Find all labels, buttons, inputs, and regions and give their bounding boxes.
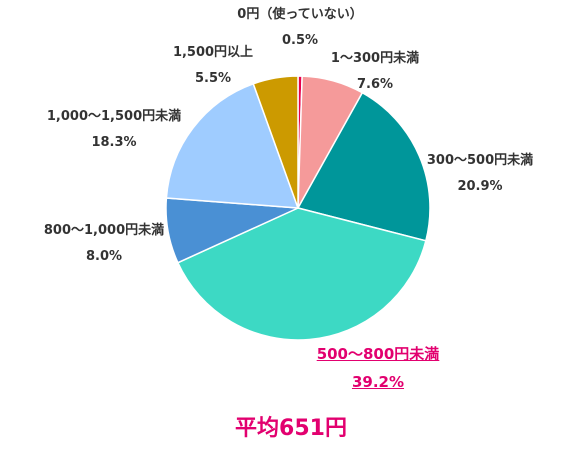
pie-svg xyxy=(165,75,431,341)
label-0yen: 0円（使っていない） 0.5% xyxy=(237,2,362,54)
slice-1000-1500 xyxy=(165,82,300,209)
label-1000-1500-name: 1,000～1,500円未満 xyxy=(46,109,182,124)
label-1-300-name: 1～300円未満 xyxy=(330,51,420,66)
label-300-500-value: 20.9% xyxy=(457,179,503,194)
label-500-800-name: 500～800円未満 xyxy=(316,345,440,363)
label-300-500-name: 300～500円未満 xyxy=(426,153,534,168)
label-0yen-value: 0.5% xyxy=(281,33,319,48)
label-800-1000-value: 8.0% xyxy=(85,249,123,264)
slice-300-500 xyxy=(296,91,431,242)
label-1000-1500: 1,000～1,500円未満 18.3% xyxy=(47,104,181,156)
label-500-800: 500～800円未満 39.2% xyxy=(317,340,440,396)
label-1000-1500-value: 18.3% xyxy=(91,135,137,150)
label-300-500: 300～500円未満 20.9% xyxy=(427,148,533,200)
label-0yen-name: 0円（使っていない） xyxy=(237,7,363,22)
label-800-1000-name: 800～1,000円未満 xyxy=(43,223,165,238)
label-800-1000: 800～1,000円未満 8.0% xyxy=(44,218,164,270)
slice-1500-over xyxy=(252,75,299,209)
label-1500-over: 1,500円以上 5.5% xyxy=(173,40,253,92)
average-caption: 平均651円 xyxy=(235,416,347,441)
label-1-300: 1～300円未満 7.6% xyxy=(331,46,419,98)
label-1-300-value: 7.6% xyxy=(356,77,394,92)
slice-500-800 xyxy=(176,207,427,341)
label-500-800-value: 39.2% xyxy=(351,373,405,391)
label-1500-over-name: 1,500円以上 xyxy=(172,45,254,60)
label-1500-over-value: 5.5% xyxy=(194,71,232,86)
